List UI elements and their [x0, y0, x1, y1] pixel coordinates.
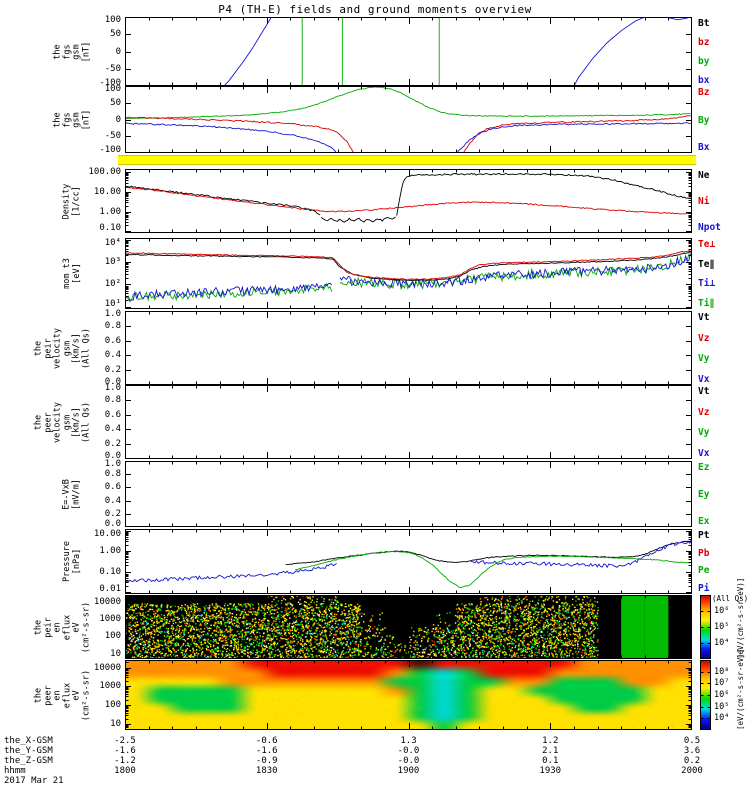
legend-te: Te∥ — [698, 259, 714, 270]
panel-ylabel: the peer en eflux eV (cm²-s-sr) — [35, 653, 92, 737]
legend-ey: Ey — [698, 489, 709, 500]
ytick-label: 0.4 — [85, 496, 121, 506]
colorbar-peer-en-eflux — [700, 660, 711, 730]
legend-vz: Vz — [698, 333, 709, 344]
legend-pt: Pt — [698, 530, 709, 541]
panel-peir-velocity — [125, 311, 692, 385]
ytick-label: 10.00 — [85, 529, 121, 539]
colorbar-tick-label: 10⁴ — [714, 638, 729, 648]
panel-peir-en-eflux — [125, 595, 692, 659]
legend-vx: Vx — [698, 448, 709, 459]
panel-fgs-gsm-lower — [125, 86, 692, 153]
legend-ni: Ni — [698, 196, 709, 207]
legend-vx: Vx — [698, 374, 709, 385]
bottom-row-value: 1830 — [242, 766, 292, 776]
bottom-row-value: 2.1 — [525, 746, 575, 756]
bottom-row-value: -0.9 — [242, 756, 292, 766]
panel-peer-en-eflux — [125, 660, 692, 730]
bottom-row-value: 0.1 — [525, 756, 575, 766]
bottom-row-value: -0.6 — [242, 736, 292, 746]
colorbar-peir-en-eflux — [700, 595, 711, 659]
legend-vt: Vt — [698, 312, 709, 323]
bottom-row-label: the_Z-GSM — [4, 756, 53, 766]
legend-pe: Pe — [698, 565, 709, 576]
ytick-label: 10⁴ — [85, 238, 121, 248]
legend-vt: Vt — [698, 386, 709, 397]
bottom-row-value: 0.2 — [667, 756, 717, 766]
ytick-label: 10² — [85, 279, 121, 289]
bottom-row-label: the_Y-GSM — [4, 746, 53, 756]
panel-mom-t3 — [125, 238, 692, 309]
bottom-row-value: -1.2 — [100, 756, 150, 766]
colorbar-tick-label: 10⁶ — [714, 606, 729, 616]
legend-vz: Vz — [698, 407, 709, 418]
bottom-row-value: 1800 — [100, 766, 150, 776]
legend-pi: Pi — [698, 583, 709, 594]
legend-vy: Vy — [698, 353, 709, 364]
legend-vy: Vy — [698, 427, 709, 438]
bottom-row-value: 1.2 — [525, 736, 575, 746]
colorbar-unit-label: [eV/(cm²-s-sr-eV)] — [736, 660, 746, 730]
panel-ylabel: the peer velocity gsm [km/s] (All Qs) — [35, 378, 92, 466]
legend-pb: Pb — [698, 548, 709, 559]
bottom-row-value: 1930 — [525, 766, 575, 776]
bottom-row-value: 2000 — [667, 766, 717, 776]
ytick-label: 0.2 — [85, 509, 121, 519]
legend-ez: Ez — [698, 462, 709, 473]
bottom-row-value: 1900 — [384, 766, 434, 776]
flag-bar — [118, 155, 696, 165]
bottom-row-value: 0.5 — [667, 736, 717, 746]
colorbar-tick-label: 10⁸ — [714, 667, 729, 677]
colorbar-tick-label: 10⁶ — [714, 690, 729, 700]
legend-ti: Ti∥ — [698, 298, 714, 309]
ytick-label: 0.0 — [85, 519, 121, 529]
panel-peer-velocity — [125, 385, 692, 459]
legend-npot: Npot — [698, 222, 721, 233]
legend-ne: Ne — [698, 170, 709, 181]
legend-by: by — [698, 56, 709, 67]
ytick-label: 10.00 — [85, 187, 121, 197]
bottom-row-value: -1.6 — [100, 746, 150, 756]
legend-te: Te⊥ — [698, 239, 715, 250]
ytick-label: 1.00 — [85, 546, 121, 556]
legend-bz: Bz — [698, 87, 709, 98]
panel-ylabel: the fgs gsm [nT] — [53, 79, 91, 160]
bottom-row-label: hhmm — [4, 766, 26, 776]
bottom-row-label: the_X-GSM — [4, 736, 53, 746]
panel-density — [125, 169, 692, 233]
ytick-label: 0.10 — [85, 567, 121, 577]
ytick-label: 0.8 — [85, 469, 121, 479]
panel-fgs-gsm-upper — [125, 17, 692, 86]
bottom-row-value: -0.0 — [384, 756, 434, 766]
ytick-label: 100.00 — [85, 167, 121, 177]
legend-by: By — [698, 115, 709, 126]
bottom-row-value: -0.0 — [384, 746, 434, 756]
colorbar-tick-label: 10⁴ — [714, 713, 729, 723]
panel-ylabel: mom t3 [eV] — [63, 231, 82, 316]
legend-bx: Bx — [698, 142, 709, 153]
ytick-label: 0.6 — [85, 482, 121, 492]
date-label: 2017 Mar 21 — [4, 776, 64, 786]
colorbar-tick-label: 10⁷ — [714, 678, 729, 688]
bottom-row-value: -1.6 — [242, 746, 292, 756]
legend-bz: bz — [698, 37, 709, 48]
panel-e-vxb — [125, 461, 692, 527]
bottom-row-value: 1.3 — [384, 736, 434, 746]
legend-bt: Bt — [698, 18, 709, 29]
ytick-label: 1.0 — [85, 459, 121, 469]
colorbar-tick-label: 10⁵ — [714, 622, 729, 632]
legend-ex: Ex — [698, 516, 709, 527]
bottom-row-value: 3.6 — [667, 746, 717, 756]
ytick-label: 0.10 — [85, 223, 121, 233]
ytick-label: 10³ — [85, 257, 121, 267]
colorbar-tick-label: 10⁵ — [714, 702, 729, 712]
overview-figure: P4 (TH-E) fields and ground moments over… — [0, 0, 750, 800]
panel-pressure — [125, 529, 692, 594]
panel-ylabel: Density [1/cc] — [63, 162, 82, 240]
legend-bx: bx — [698, 75, 709, 86]
bottom-row-value: -2.5 — [100, 736, 150, 746]
legend-ti: Ti⊥ — [698, 278, 715, 289]
ytick-label: 1.00 — [85, 207, 121, 217]
